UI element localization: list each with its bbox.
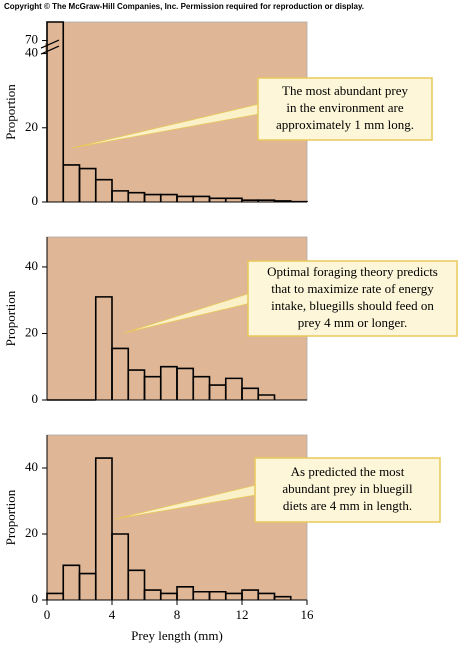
callout-text: prey 4 mm or longer. <box>298 315 407 330</box>
histogram-bar <box>257 394 276 400</box>
callout-text: in the environment are <box>286 100 404 115</box>
histogram-bar <box>94 457 113 600</box>
y-axis-label: Proportion <box>3 290 18 346</box>
y-axis-label: Proportion <box>3 489 18 545</box>
y-tick-label: 40 <box>25 45 38 60</box>
y-tick-label: 70 <box>25 32 38 47</box>
x-axis-label: Prey length (mm) <box>131 628 223 643</box>
histogram-bar <box>127 569 146 600</box>
y-tick-label: 20 <box>25 525 38 540</box>
callout-text: The most abundant prey <box>282 83 408 98</box>
callout-text: abundant prey in bluegill <box>282 481 413 496</box>
y-tick-label: 0 <box>32 193 39 208</box>
histogram-bar <box>111 533 130 600</box>
y-tick-label: 20 <box>25 324 38 339</box>
callout-box <box>257 77 433 141</box>
histogram-bar <box>241 387 260 400</box>
x-tick-label: 16 <box>301 607 315 622</box>
callout-box <box>247 260 458 337</box>
callout-text: approximately 1 mm long. <box>276 117 414 132</box>
callout-text: As predicted the most <box>291 464 405 479</box>
y-tick-label: 0 <box>32 591 39 606</box>
y-axis-label: Proportion <box>3 84 18 140</box>
x-tick-label: 0 <box>44 607 51 622</box>
y-tick-label: 40 <box>25 459 38 474</box>
histogram-bar <box>273 595 292 600</box>
x-tick-label: 12 <box>236 607 249 622</box>
y-tick-label: 40 <box>25 258 38 273</box>
x-tick-label: 4 <box>109 607 116 622</box>
callout-text: diets are 4 mm in length. <box>283 498 412 513</box>
histogram-bar <box>46 21 65 202</box>
x-tick-label: 8 <box>174 607 181 622</box>
callout-text: Optimal foraging theory predicts <box>267 264 438 279</box>
copyright: Copyright © The McGraw-Hill Companies, I… <box>4 2 364 11</box>
y-tick-label: 20 <box>25 119 38 134</box>
callout-text: that to maximize rate of energy <box>271 281 434 296</box>
y-tick-label: 0 <box>32 391 39 406</box>
axis-break <box>40 39 60 49</box>
axis-break-gap <box>45 43 59 52</box>
callout-box <box>254 457 441 523</box>
callout-text: intake, bluegills should feed on <box>271 298 434 313</box>
axis-break <box>40 45 60 55</box>
